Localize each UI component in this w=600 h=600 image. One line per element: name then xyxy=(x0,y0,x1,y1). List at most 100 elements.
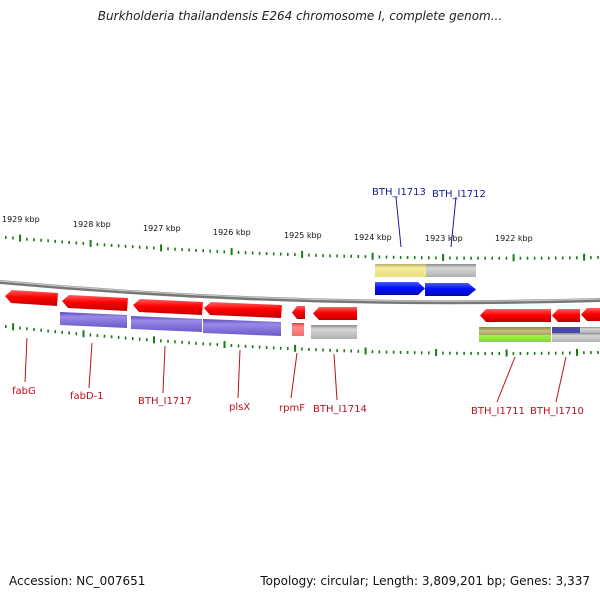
minor-tick xyxy=(272,346,275,350)
gene-label-fabd-1[interactable]: fabD-1 xyxy=(70,391,104,402)
minor-tick xyxy=(216,249,219,253)
major-tick xyxy=(435,349,438,356)
minor-tick xyxy=(265,252,268,256)
gene-label-fabg[interactable]: fabG xyxy=(12,386,36,397)
minor-tick xyxy=(75,332,78,336)
gene-arrow-bth-i1712[interactable] xyxy=(425,283,476,296)
minor-tick xyxy=(463,256,465,260)
scale-label-1924: 1924 kbp xyxy=(354,233,392,242)
minor-tick xyxy=(131,337,134,341)
gene-arrow-fabd-1[interactable] xyxy=(62,295,128,311)
gene-arrow-bth-i1711[interactable] xyxy=(480,309,551,322)
minor-tick xyxy=(237,344,240,348)
major-tick xyxy=(301,250,304,258)
minor-tick xyxy=(371,350,374,354)
leader-line-bth-i1714 xyxy=(333,353,338,401)
minor-tick xyxy=(181,248,183,252)
minor-tick xyxy=(26,237,28,241)
minor-tick xyxy=(477,256,479,260)
gene-label-rpmf[interactable]: rpmF xyxy=(279,403,305,414)
minor-tick xyxy=(265,346,268,349)
gene-label-bth-i1711[interactable]: BTH_I1711 xyxy=(471,406,525,417)
gene-label-bth-i1713[interactable]: BTH_I1713 xyxy=(372,187,426,198)
minor-tick xyxy=(533,256,536,260)
gene-arrow-bth-i1713[interactable] xyxy=(375,282,425,295)
minor-tick xyxy=(258,345,261,349)
major-tick xyxy=(583,253,586,261)
minor-tick xyxy=(505,256,508,260)
gene-arrow-bth-i1717[interactable] xyxy=(133,299,203,315)
forward-gene-labels: BTH_I1713 BTH_I1712 xyxy=(372,187,486,248)
cds-feature-lime xyxy=(479,335,551,342)
minor-tick xyxy=(68,240,70,244)
minor-tick xyxy=(350,349,352,353)
minor-tick xyxy=(294,253,296,257)
minor-tick xyxy=(216,343,219,347)
gene-arrow-bth-i1710[interactable] xyxy=(552,309,580,322)
minor-tick xyxy=(117,244,120,248)
minor-tick xyxy=(435,256,437,260)
minor-tick xyxy=(597,255,599,259)
minor-tick xyxy=(428,256,430,260)
accession-text: Accession: NC_007651 xyxy=(9,574,146,588)
major-tick xyxy=(82,330,85,338)
gene-arrow-plsx[interactable] xyxy=(204,302,282,318)
minor-tick xyxy=(188,341,190,345)
minor-tick xyxy=(484,256,486,260)
reverse-gene-labels: fabG fabD-1 BTH_I1717 plsX rpmF BTH_I171… xyxy=(12,337,584,417)
minor-tick xyxy=(181,340,183,344)
minor-tick xyxy=(19,326,21,330)
scale-label-1929: 1929 kbp xyxy=(2,215,40,224)
gene-arrow-offscreen[interactable] xyxy=(581,308,600,321)
scale-labels: 1929 kbp 1928 kbp 1927 kbp 1926 kbp 1925… xyxy=(2,215,533,243)
gene-label-bth-i1717[interactable]: BTH_I1717 xyxy=(138,396,192,407)
gene-arrow-bth-i1714[interactable] xyxy=(313,307,357,320)
minor-tick xyxy=(420,351,423,355)
minor-tick xyxy=(428,351,430,355)
gene-arrow-rpmf[interactable] xyxy=(292,306,305,319)
minor-tick xyxy=(124,244,127,248)
gene-label-bth-i1710[interactable]: BTH_I1710 xyxy=(530,406,584,417)
cds-feature-bth-i1717 xyxy=(131,316,202,332)
minor-tick xyxy=(110,335,113,339)
minor-tick xyxy=(174,247,176,251)
leader-line-fabd-1 xyxy=(88,342,93,389)
minor-tick xyxy=(547,256,550,260)
minor-tick xyxy=(40,328,42,332)
minor-tick xyxy=(406,351,409,354)
minor-tick xyxy=(47,239,49,243)
scale-label-1922: 1922 kbp xyxy=(495,234,533,243)
minor-tick xyxy=(554,351,557,355)
minor-tick xyxy=(287,347,289,350)
minor-tick xyxy=(343,254,345,258)
minor-tick xyxy=(329,348,331,352)
minor-tick xyxy=(308,253,310,257)
minor-tick xyxy=(96,242,99,246)
minor-tick xyxy=(526,351,529,355)
cds-feature-fabd-1 xyxy=(60,312,127,328)
cds-feature-bth-i1714 xyxy=(311,325,357,339)
gene-label-bth-i1714[interactable]: BTH_I1714 xyxy=(313,404,367,415)
minor-tick xyxy=(533,351,536,355)
minor-tick xyxy=(287,252,289,256)
minor-tick xyxy=(399,255,402,259)
minor-tick xyxy=(554,256,557,260)
gene-arrow-fabg[interactable] xyxy=(5,290,58,306)
minor-tick xyxy=(590,256,592,260)
minor-tick xyxy=(477,351,479,355)
gene-label-plsx[interactable]: plsX xyxy=(229,402,250,413)
major-tick xyxy=(371,252,374,260)
minor-tick xyxy=(75,241,78,245)
minor-tick xyxy=(498,352,501,355)
minor-tick xyxy=(272,252,275,256)
minor-tick xyxy=(470,351,472,355)
minor-tick xyxy=(413,256,416,260)
leader-line-bth-i1713 xyxy=(395,196,402,248)
minor-tick xyxy=(569,256,571,260)
minor-tick xyxy=(103,334,106,338)
minor-tick xyxy=(223,250,226,254)
minor-tick xyxy=(117,335,120,339)
gene-label-bth-i1712[interactable]: BTH_I1712 xyxy=(432,189,486,200)
minor-tick xyxy=(583,351,585,355)
